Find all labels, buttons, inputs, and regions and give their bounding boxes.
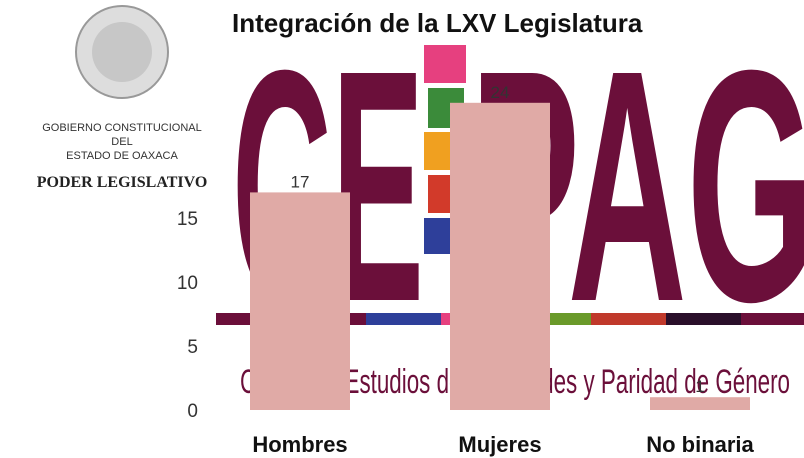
bar <box>450 102 550 411</box>
data-label: 1 <box>695 377 704 396</box>
x-tick-label: Hombres <box>252 432 347 457</box>
y-tick-label: 5 <box>187 337 198 358</box>
bar <box>250 192 350 410</box>
chart-title: Integración de la LXV Legislatura <box>232 8 643 38</box>
x-tick-label: Mujeres <box>458 432 541 457</box>
y-tick-label: 0 <box>187 401 198 422</box>
seal-line: DEL <box>111 136 132 148</box>
data-label: 17 <box>291 172 310 191</box>
seal-line: ESTADO DE OAXACA <box>66 150 178 162</box>
seal-center <box>92 22 152 82</box>
branch: PODER LEGISLATIVO <box>37 174 208 191</box>
bar <box>650 397 750 410</box>
seal-line: GOBIERNO CONSTITUCIONAL <box>42 122 202 134</box>
data-label: 24 <box>491 83 510 102</box>
y-tick-label: 15 <box>177 209 198 230</box>
x-tick-label: No binaria <box>646 432 754 457</box>
seal <box>75 5 169 99</box>
y-tick-label: 10 <box>177 273 198 294</box>
